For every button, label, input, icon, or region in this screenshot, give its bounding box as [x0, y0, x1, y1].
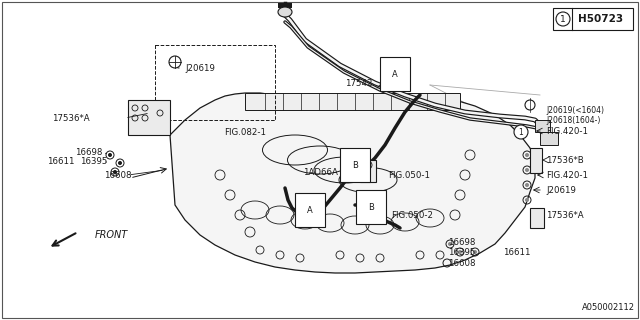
Text: 16698: 16698	[448, 237, 476, 246]
Polygon shape	[170, 93, 535, 273]
Bar	[360, 160, 376, 182]
Circle shape	[118, 161, 122, 165]
Text: FIG.050-2: FIG.050-2	[391, 211, 433, 220]
Polygon shape	[540, 132, 558, 145]
Text: J20619: J20619	[185, 63, 215, 73]
Circle shape	[473, 250, 477, 254]
Text: 17536*A: 17536*A	[52, 114, 90, 123]
Circle shape	[458, 250, 462, 254]
Text: J20619(<1604): J20619(<1604)	[546, 106, 604, 115]
Circle shape	[113, 170, 117, 174]
Text: 1: 1	[518, 127, 524, 137]
Text: A050002112: A050002112	[582, 303, 635, 312]
Text: B: B	[368, 203, 374, 212]
Text: 16698: 16698	[75, 148, 102, 156]
Text: 1: 1	[560, 14, 566, 23]
Bar	[128, 100, 170, 135]
Circle shape	[525, 198, 529, 202]
Text: 16395: 16395	[448, 247, 476, 257]
Text: 16608: 16608	[448, 259, 476, 268]
Text: 17536*B: 17536*B	[546, 156, 584, 164]
Bar	[365, 200, 379, 218]
Bar	[530, 208, 544, 228]
Text: 16395: 16395	[80, 156, 108, 165]
Text: 17542: 17542	[345, 78, 372, 87]
Text: J20618(1604-): J20618(1604-)	[546, 116, 600, 124]
Text: A: A	[392, 69, 398, 78]
Text: FIG.050-1: FIG.050-1	[388, 171, 430, 180]
Bar	[553, 8, 633, 30]
Text: FIG.420-1: FIG.420-1	[546, 171, 588, 180]
Text: 16611: 16611	[503, 247, 531, 257]
Text: 17536*A: 17536*A	[546, 211, 584, 220]
Circle shape	[108, 153, 112, 157]
Circle shape	[448, 242, 452, 246]
Polygon shape	[278, 3, 292, 8]
Text: H50723: H50723	[578, 14, 623, 24]
Text: B: B	[352, 161, 358, 170]
Text: FRONT: FRONT	[95, 230, 128, 240]
Circle shape	[525, 153, 529, 157]
Bar	[155, 45, 275, 120]
Text: J20619: J20619	[546, 186, 576, 195]
Polygon shape	[535, 120, 550, 132]
Text: FIG.082-1: FIG.082-1	[224, 127, 266, 137]
Text: 16611: 16611	[47, 156, 74, 165]
Text: A: A	[307, 205, 313, 214]
Ellipse shape	[278, 7, 292, 17]
Bar	[530, 148, 542, 173]
Text: 1AD66A: 1AD66A	[303, 167, 338, 177]
Polygon shape	[245, 93, 460, 110]
Circle shape	[525, 183, 529, 187]
Text: FIG.420-1: FIG.420-1	[546, 126, 588, 135]
Text: 16608: 16608	[104, 171, 131, 180]
Circle shape	[525, 168, 529, 172]
Circle shape	[514, 125, 528, 139]
